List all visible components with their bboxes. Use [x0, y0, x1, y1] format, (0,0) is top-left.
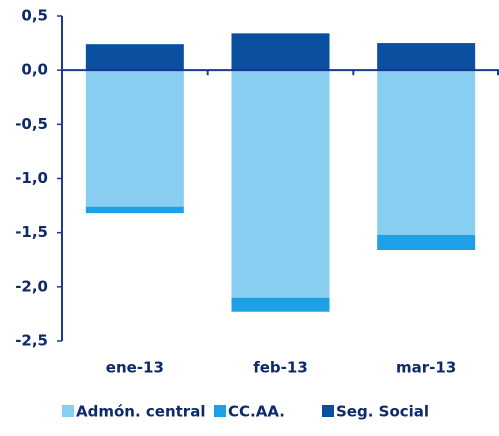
legend-label: Admón. central: [76, 403, 205, 421]
legend-swatch: [62, 405, 74, 417]
y-tick-label: -1,0: [15, 169, 48, 187]
legend-swatch: [322, 405, 334, 417]
y-tick-label: -0,5: [15, 115, 48, 133]
x-tick-label: mar-13: [396, 359, 456, 377]
legend-label: Seg. Social: [336, 403, 429, 421]
bar: [231, 70, 330, 298]
legend-label: CC.AA.: [228, 403, 285, 421]
bar: [377, 43, 476, 71]
legend-swatch: [214, 405, 226, 417]
y-tick-label: -2,0: [15, 277, 48, 295]
y-tick-label: 0,0: [21, 61, 48, 79]
y-tick-label: -2,5: [15, 332, 48, 350]
y-tick-label: 0,5: [21, 7, 48, 25]
bar: [85, 70, 184, 207]
x-tick-label: ene-13: [106, 359, 164, 377]
x-tick-label: feb-13: [253, 359, 308, 377]
bar: [85, 206, 184, 214]
bar: [231, 297, 330, 312]
y-tick-label: -1,5: [15, 223, 48, 241]
bar: [377, 70, 476, 235]
bar: [231, 33, 330, 71]
bar: [377, 234, 476, 250]
bar: [85, 44, 184, 71]
